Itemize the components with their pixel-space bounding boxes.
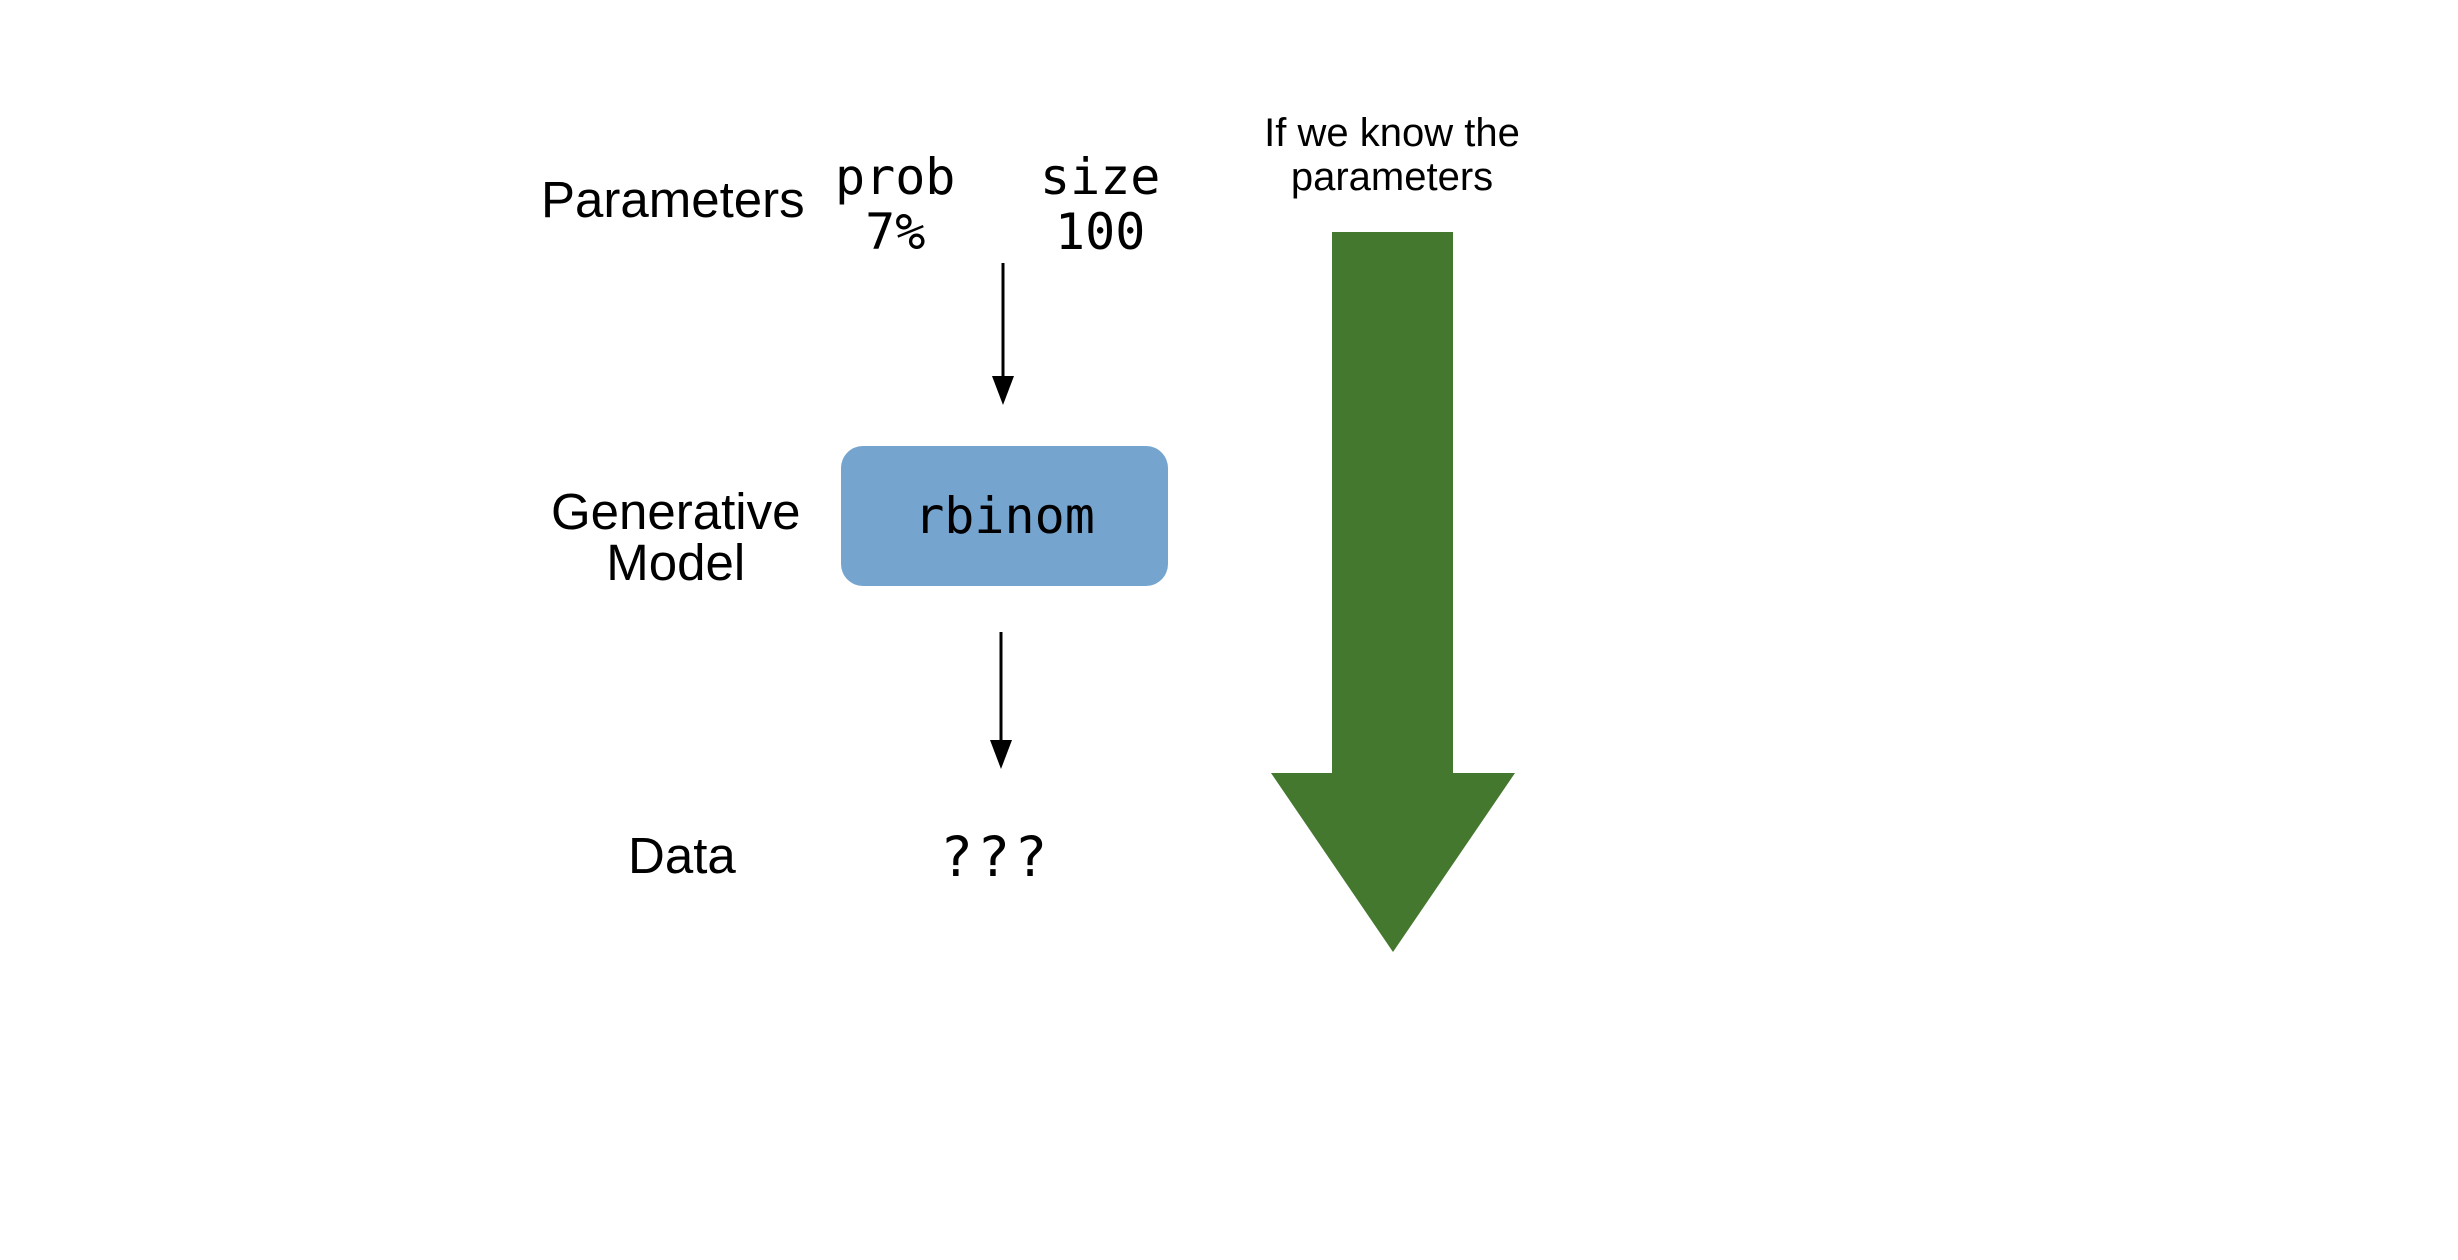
down-arrow-icon xyxy=(1271,232,1515,952)
generative-model-box: rbinom xyxy=(841,446,1168,586)
parameter-size-value: 100 xyxy=(1055,203,1146,261)
parameter-size-name: size xyxy=(1040,148,1161,206)
data-value: ??? xyxy=(940,825,1052,889)
row-label-generative-model-line2: Model xyxy=(606,534,746,591)
parameter-size: size 100 xyxy=(1040,150,1160,260)
direction-caption-line1: If we know the xyxy=(1264,111,1520,155)
arrow-down-icon xyxy=(990,632,1012,769)
direction-caption: If we know the parameters xyxy=(1247,111,1537,199)
direction-caption-line2: parameters xyxy=(1290,155,1494,199)
parameter-prob-name: prob xyxy=(835,148,956,206)
arrow-down-icon xyxy=(992,263,1014,405)
row-label-generative-model: Generative Model xyxy=(551,486,800,588)
row-label-generative-model-line1: Generative xyxy=(551,483,801,540)
parameter-prob: prob 7% xyxy=(835,150,955,260)
row-label-parameters: Parameters xyxy=(541,171,805,228)
row-label-data: Data xyxy=(628,827,736,884)
generative-model-name: rbinom xyxy=(914,487,1095,545)
parameter-prob-value: 7% xyxy=(865,203,926,261)
